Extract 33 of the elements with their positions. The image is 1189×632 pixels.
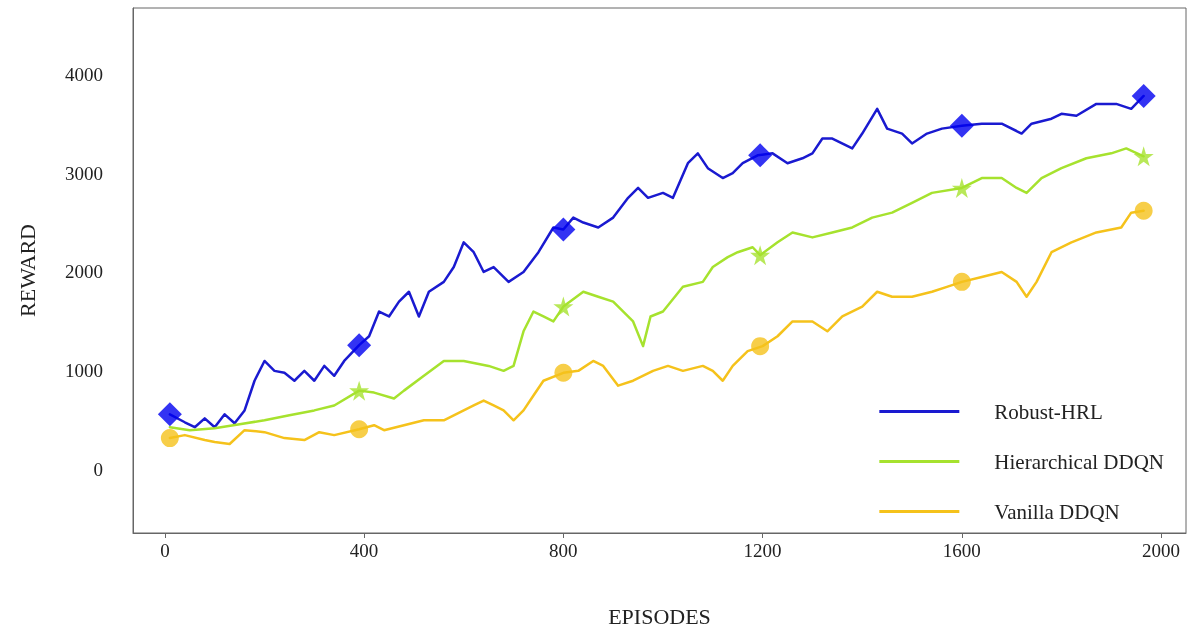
x-tick-label: 800 — [549, 540, 578, 561]
x-tick-label: 0 — [160, 540, 170, 561]
y-tick-label: 2000 — [65, 261, 103, 283]
y-tick-label: 1000 — [65, 360, 103, 382]
y-tick-label: 4000 — [65, 63, 103, 85]
point — [1133, 146, 1154, 167]
point — [349, 380, 370, 401]
legend-label: Vanilla DDQN — [994, 499, 1120, 524]
point — [554, 363, 573, 382]
point — [347, 333, 372, 358]
y-axis-title: REWARD — [14, 224, 40, 317]
legend-label: Hierarchical DDQN — [994, 449, 1164, 474]
point — [949, 113, 974, 138]
point — [748, 143, 773, 168]
point — [551, 217, 576, 242]
y-tick-label: 3000 — [65, 162, 103, 184]
legend-label: Robust-HRL — [994, 399, 1103, 424]
x-tick-label: 1600 — [942, 540, 981, 561]
point — [751, 337, 770, 356]
point — [157, 402, 182, 427]
point — [350, 420, 369, 439]
point — [1134, 201, 1153, 220]
point — [951, 177, 972, 198]
point — [750, 245, 771, 266]
point — [952, 272, 971, 291]
x-tick-label: 400 — [349, 540, 379, 561]
x-tick-label: 2000 — [1142, 540, 1181, 561]
point — [553, 296, 574, 317]
point — [1131, 83, 1156, 108]
x-axis-title: EPISODES — [608, 603, 711, 629]
y-tick-label: 0 — [93, 459, 103, 481]
x-tick-label: 1200 — [743, 540, 782, 561]
point — [160, 429, 179, 448]
